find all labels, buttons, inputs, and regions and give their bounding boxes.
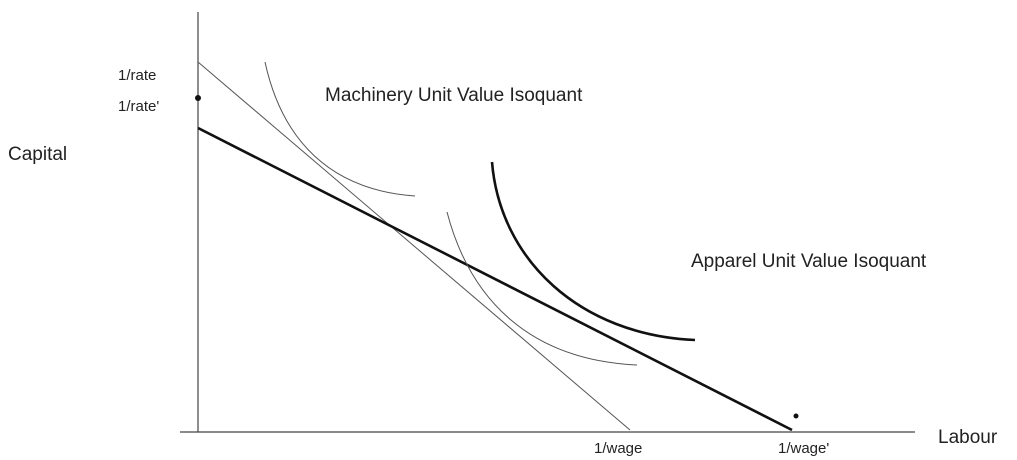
machinery-label: Machinery Unit Value Isoquant: [325, 85, 583, 106]
machinery-isoquant-2: [446, 211, 638, 366]
dot: [793, 413, 799, 419]
apparel-isoquant: [490, 161, 696, 342]
apparel-label: Apparel Unit Value Isoquant: [691, 251, 927, 272]
rate-prime-label: 1/rate': [118, 98, 159, 115]
rate-label: 1/rate: [118, 67, 156, 84]
y-axis-label: Capital: [8, 144, 67, 165]
iso-cost-line-thin: [197, 61, 631, 431]
iso-cost-line-thick: [197, 126, 793, 432]
wage-prime-label: 1/wage': [778, 440, 829, 457]
x-axis-label: Labour: [938, 427, 998, 448]
dot: [195, 95, 201, 101]
machinery-isoquant-1: [264, 61, 416, 197]
wage-label: 1/wage: [594, 440, 642, 457]
